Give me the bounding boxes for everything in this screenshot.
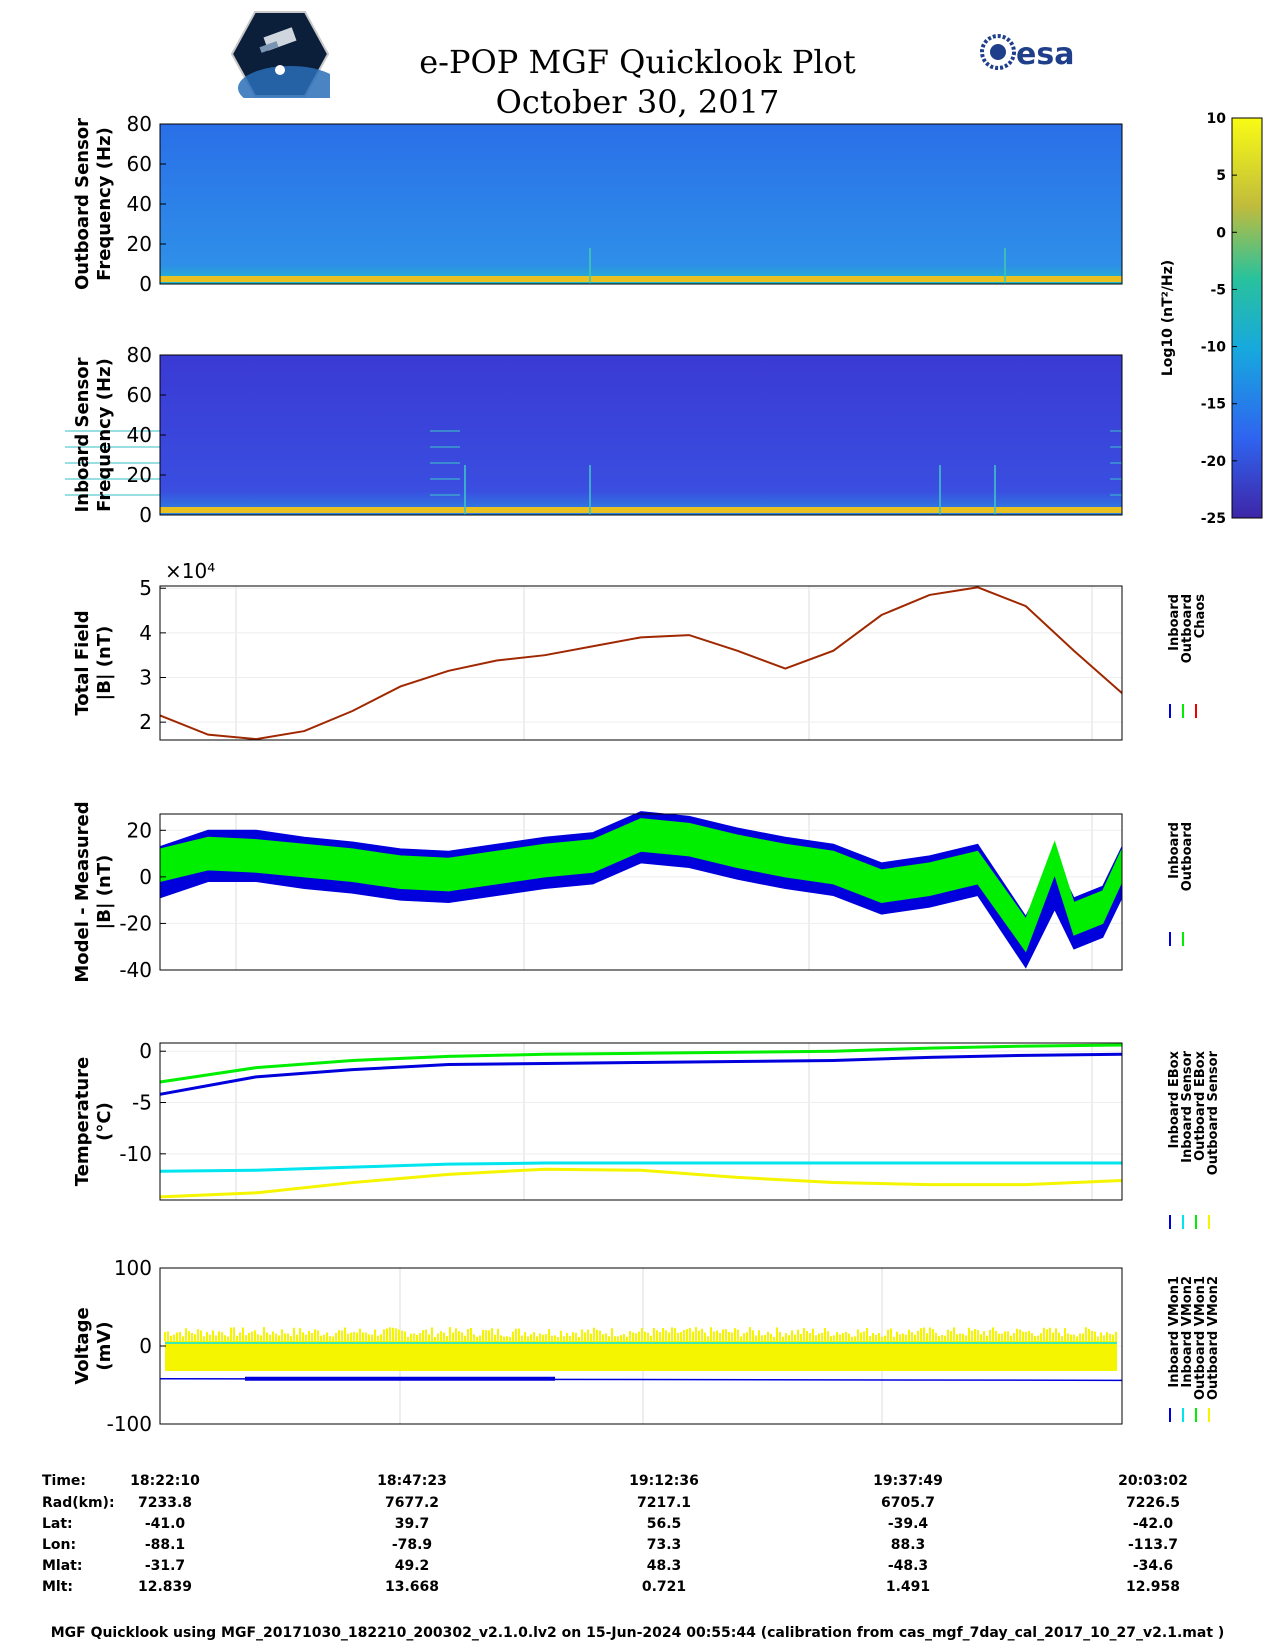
legend-label: Inboard bbox=[1167, 594, 1182, 651]
y-tick-label: -5 bbox=[132, 1091, 152, 1115]
colorbar-tick-label: 0 bbox=[1216, 225, 1226, 241]
voltage-band bbox=[165, 1341, 1117, 1371]
y-tick-label: 0 bbox=[139, 1039, 152, 1063]
y-tick-label: 4 bbox=[139, 621, 152, 645]
temp-outboard-ebox bbox=[159, 1161, 1122, 1173]
plot-title: e-POP MGF Quicklook Plot bbox=[419, 43, 856, 81]
y-tick-label: 20 bbox=[127, 463, 152, 487]
footer-text: MGF Quicklook using MGF_20171030_182210_… bbox=[50, 1625, 1225, 1641]
colorbar-tick-label: -15 bbox=[1201, 397, 1226, 413]
y-tick-label: 3 bbox=[139, 666, 152, 690]
spectrogram-dc-band bbox=[160, 507, 1122, 513]
legend-label: Outboard bbox=[1180, 594, 1195, 663]
legend-label: Chaos bbox=[1193, 594, 1208, 638]
y-exponent-label: ×10⁴ bbox=[165, 559, 215, 583]
y-tick-label: 2 bbox=[139, 710, 152, 734]
colorbar bbox=[1231, 117, 1263, 519]
y-axis-label-line: Voltage bbox=[72, 1307, 93, 1384]
y-tick-label: 0 bbox=[139, 272, 152, 296]
y-axis-label-line: Temperature bbox=[72, 1057, 93, 1186]
y-tick-label: 60 bbox=[127, 152, 152, 176]
y-axis-label-line: (°C) bbox=[94, 1102, 115, 1141]
colorbar-tick-label: -25 bbox=[1201, 511, 1226, 527]
temp-outboard-sensor bbox=[159, 1167, 1123, 1199]
legend-label: Inboard EBox bbox=[1167, 1050, 1182, 1148]
y-axis-label: Total Field|B| (nT) bbox=[72, 610, 115, 715]
legend-label: Inboard VMon2 bbox=[1180, 1276, 1195, 1388]
y-axis-label-line: Frequency (Hz) bbox=[94, 127, 115, 281]
axes-box-3 bbox=[159, 813, 1123, 971]
legend-label: Inboard Sensor bbox=[1180, 1050, 1195, 1162]
y-tick-label: -100 bbox=[107, 1412, 152, 1436]
axes-box-2 bbox=[159, 585, 1123, 741]
y-axis-label: Inboard SensorFrequency (Hz) bbox=[72, 357, 115, 512]
legend-label: Outboard VMon2 bbox=[1206, 1276, 1221, 1400]
y-axis-label-line: Total Field bbox=[72, 610, 93, 715]
y-tick-label: 60 bbox=[127, 383, 152, 407]
y-axis-label-line: |B| (nT) bbox=[94, 855, 115, 930]
y-axis-label: Outboard SensorFrequency (Hz) bbox=[72, 118, 115, 290]
colorbar-tick-label: 5 bbox=[1216, 168, 1226, 184]
y-axis-label-line: Frequency (Hz) bbox=[94, 358, 115, 512]
esa-logo-text: esa bbox=[1016, 37, 1074, 72]
y-tick-label: -10 bbox=[119, 1142, 152, 1166]
y-tick-label: 20 bbox=[127, 818, 152, 842]
y-axis-label: Model - Measured|B| (nT) bbox=[72, 801, 115, 982]
y-axis-label-line: |B| (nT) bbox=[94, 626, 115, 701]
y-axis-label-line: Model - Measured bbox=[72, 801, 93, 982]
y-tick-label: 40 bbox=[127, 192, 152, 216]
axes-box-4 bbox=[159, 1042, 1123, 1201]
y-tick-label: 100 bbox=[114, 1256, 152, 1280]
y-axis-label: Temperature(°C) bbox=[72, 1057, 115, 1186]
esa-logo: esa bbox=[980, 34, 1074, 72]
y-tick-label: 20 bbox=[127, 232, 152, 256]
spectrogram-1 bbox=[160, 355, 1122, 515]
spectrogram-dc-band bbox=[160, 276, 1122, 282]
y-tick-label: -40 bbox=[119, 958, 152, 982]
legend-label: Outboard VMon1 bbox=[1193, 1276, 1208, 1400]
legend-label: Outboard EBox bbox=[1193, 1050, 1208, 1160]
y-tick-label: 5 bbox=[139, 576, 152, 600]
y-axis-label-line: (mV) bbox=[94, 1321, 115, 1370]
colorbar-tick-label: 10 bbox=[1207, 111, 1227, 127]
legend-label: Outboard bbox=[1180, 822, 1195, 891]
legend-label: Outboard Sensor bbox=[1206, 1050, 1221, 1175]
y-tick-label: -20 bbox=[119, 911, 152, 935]
y-tick-label: 80 bbox=[127, 112, 152, 136]
plot-date: October 30, 2017 bbox=[495, 83, 780, 121]
y-axis-label-line: Inboard Sensor bbox=[72, 357, 93, 512]
temp-inboard-sensor bbox=[159, 1043, 1123, 1084]
y-tick-label: 80 bbox=[127, 343, 152, 367]
y-tick-label: 0 bbox=[139, 503, 152, 527]
colorbar-label: Log10 (nT²/Hz) bbox=[1160, 260, 1176, 376]
y-axis-label: Voltage(mV) bbox=[72, 1307, 115, 1384]
y-tick-label: 40 bbox=[127, 423, 152, 447]
spectrogram-0 bbox=[160, 124, 1122, 284]
y-tick-label: 0 bbox=[139, 1334, 152, 1358]
legend-label: Inboard bbox=[1167, 822, 1182, 879]
y-tick-label: 0 bbox=[139, 865, 152, 889]
colorbar-tick-label: -20 bbox=[1201, 454, 1227, 470]
colorbar-tick-label: -10 bbox=[1201, 340, 1227, 356]
temp-inboard-ebox bbox=[159, 1052, 1123, 1096]
mission-logo bbox=[230, 11, 330, 98]
total-field-line bbox=[159, 586, 1123, 741]
legend-label: Inboard VMon1 bbox=[1167, 1276, 1182, 1388]
colorbar-tick-label: -5 bbox=[1210, 282, 1226, 298]
y-axis-label-line: Outboard Sensor bbox=[72, 118, 93, 290]
